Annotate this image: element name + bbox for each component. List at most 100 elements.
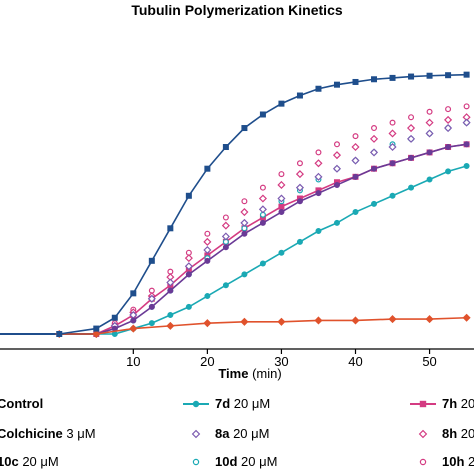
data-point-control <box>56 331 63 338</box>
data-point-control <box>130 290 137 297</box>
legend-concentration: 20 <box>457 396 474 411</box>
data-point-10h <box>463 103 470 110</box>
data-point-10h <box>315 149 322 156</box>
data-point-control <box>222 144 229 151</box>
data-point-control <box>463 71 470 78</box>
data-point-8h <box>351 142 360 152</box>
data-point-10h <box>259 184 266 191</box>
data-point-colchicine <box>462 313 471 322</box>
legend-label-7d: 7d 20 μM <box>215 396 270 411</box>
series-control <box>56 71 470 338</box>
data-point-8a <box>295 183 305 192</box>
data-point-8a <box>388 142 397 152</box>
x-axis-unit: (min) <box>252 366 282 381</box>
legend-concentration: 20 μM <box>229 426 269 441</box>
data-point-8h <box>314 159 323 168</box>
data-point-8a <box>406 134 416 143</box>
data-point-8h <box>444 115 453 124</box>
data-point-7d <box>315 228 322 235</box>
data-point-colchicine <box>92 329 101 339</box>
data-point-10c <box>315 190 322 197</box>
legend-label-8a: 8a 20 μM <box>215 426 269 441</box>
legend-compound: 10c <box>0 454 19 469</box>
data-point-10c <box>204 257 211 264</box>
data-point-control <box>185 192 192 199</box>
data-point-10c <box>296 198 303 205</box>
legend-marker-10d <box>192 458 200 466</box>
data-point-8h <box>425 118 434 127</box>
data-point-colchicine <box>425 315 434 324</box>
data-point-10c <box>463 141 470 148</box>
legend-marker-7h <box>419 400 427 408</box>
data-point-colchicine <box>314 316 323 325</box>
legend-concentration: 2 <box>464 454 474 469</box>
legend-label-10c: 10c 20 μM <box>0 454 59 469</box>
data-point-8h <box>332 151 342 160</box>
x-tick-label: 50 <box>422 354 436 369</box>
data-point-10c <box>371 165 378 172</box>
data-point-colchicine <box>240 317 249 326</box>
data-point-7d <box>241 271 248 278</box>
legend-label-8h: 8h 20 <box>442 426 474 441</box>
data-point-10h <box>371 125 378 132</box>
legend-compound: 10h <box>442 454 464 469</box>
data-point-7d <box>167 312 174 319</box>
data-point-colchicine <box>277 317 286 326</box>
data-point-10c <box>426 149 433 156</box>
data-point-control <box>259 111 266 118</box>
legend-label-control: Control <box>0 396 43 411</box>
data-point-8a <box>369 148 379 157</box>
data-point-10c <box>389 160 396 167</box>
data-point-10c <box>333 181 340 188</box>
data-point-8h <box>277 180 286 189</box>
data-point-8a <box>314 172 323 181</box>
data-point-control <box>389 74 396 81</box>
data-point-10h <box>389 119 396 126</box>
legend-compound: Control <box>0 396 43 411</box>
data-point-7d <box>204 293 211 300</box>
x-tick-label: 20 <box>200 354 214 369</box>
legend-item-10c: 10c 20 μM <box>0 454 59 469</box>
data-point-control <box>296 92 303 99</box>
legend-compound: 7d <box>215 396 230 411</box>
data-point-8a <box>351 156 360 165</box>
series-8a <box>92 118 471 339</box>
legend-item-control: Control <box>0 396 43 411</box>
legend-label-colchicine: Colchicine 3 μM <box>0 426 96 441</box>
data-point-8h <box>240 208 249 217</box>
legend-item-7d: 7d 20 μM <box>183 396 270 411</box>
series-10c <box>93 141 470 338</box>
data-point-control <box>408 73 415 80</box>
data-point-7d <box>408 184 415 191</box>
data-point-8a <box>277 194 286 203</box>
series-8h <box>92 113 471 339</box>
x-tick-label: 30 <box>274 354 288 369</box>
data-point-8h <box>388 129 397 138</box>
data-point-7d <box>371 200 378 207</box>
data-point-8h <box>406 123 416 133</box>
legend-concentration: 20 μM <box>19 454 59 469</box>
data-point-10c <box>130 317 137 324</box>
data-point-control <box>315 85 322 92</box>
x-tick-label: 40 <box>348 354 362 369</box>
data-point-8a <box>147 294 156 303</box>
series-line-colchicine <box>59 316 467 335</box>
data-point-control <box>352 78 359 85</box>
data-point-8a <box>221 232 230 241</box>
x-axis-title: Time (min) <box>218 366 281 381</box>
data-point-7d <box>222 282 229 289</box>
data-point-8h <box>203 237 212 246</box>
data-point-8a <box>184 262 193 271</box>
data-point-7d <box>296 238 303 245</box>
data-point-10c <box>445 144 452 151</box>
series-colchicine <box>55 313 471 339</box>
legend-item-10h: 10h 2 <box>419 454 474 469</box>
legend-item-colchicine: Colchicine 3 μM <box>0 426 96 441</box>
data-point-7d <box>259 260 266 267</box>
data-point-8h <box>184 254 193 263</box>
legend-marker-7d <box>192 400 200 408</box>
data-point-10h <box>241 198 248 205</box>
data-point-control <box>445 72 452 79</box>
data-point-control <box>148 257 155 264</box>
